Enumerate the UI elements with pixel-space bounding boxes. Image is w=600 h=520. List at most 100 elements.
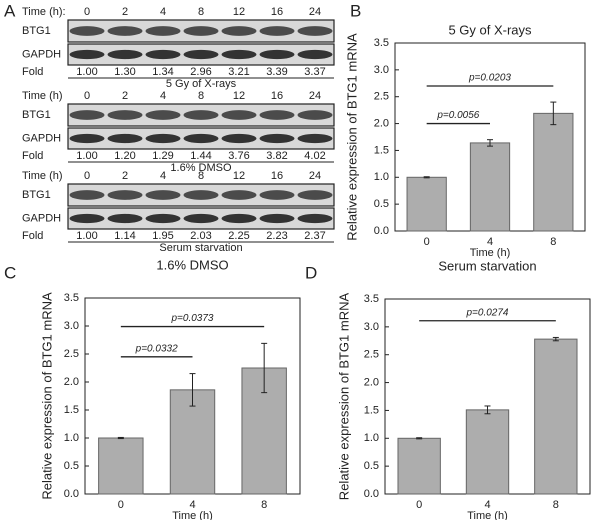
time-tick: 2 [122, 170, 128, 182]
row-label: BTG1 [22, 189, 51, 201]
fold-value: 1.34 [152, 66, 173, 78]
y-tick-label: 2.0 [374, 117, 389, 129]
y-tick-label: 2.0 [64, 376, 79, 388]
fold-value: 1.44 [190, 150, 211, 162]
fold-value: 2.96 [190, 66, 211, 78]
error-bar [552, 336, 559, 342]
band [297, 49, 333, 60]
fold-value: 2.25 [228, 230, 249, 242]
bar [534, 338, 578, 495]
time-tick: 12 [233, 6, 245, 18]
band [297, 26, 333, 36]
y-tick-label: 0.0 [364, 488, 379, 500]
bar [98, 437, 144, 495]
band [107, 26, 143, 36]
y-tick-label: 1.5 [64, 404, 79, 416]
time-tick: 16 [271, 170, 283, 182]
fold-value: 1.30 [114, 66, 135, 78]
fold-value: 4.02 [304, 150, 325, 162]
time-tick: 24 [309, 170, 321, 182]
fold-value: 2.03 [190, 230, 211, 242]
x-tick-label: 0 [118, 499, 124, 511]
band [221, 190, 257, 200]
p-value: p=0.0203 [468, 73, 511, 84]
y-tick-label: 2.5 [364, 349, 379, 361]
band [259, 133, 295, 144]
time-tick: 16 [271, 6, 283, 18]
fold-value: 2.37 [304, 230, 325, 242]
error-bar [484, 405, 491, 415]
band [221, 49, 257, 60]
error-bar [423, 176, 430, 179]
band [183, 213, 219, 224]
y-axis-label: Relative expression of BTG1 mRNA [344, 33, 359, 241]
bar [465, 409, 510, 495]
row-label: GAPDH [22, 132, 61, 144]
caption: 5 Gy of X-rays [166, 78, 237, 90]
panel-letter: D [305, 263, 317, 282]
band [107, 190, 143, 200]
fold-value: 3.39 [266, 66, 287, 78]
band [145, 190, 181, 200]
band [107, 49, 143, 60]
caption: 1.6% DMSO [170, 162, 232, 174]
time-tick: 0 [84, 90, 90, 102]
band [221, 133, 257, 144]
band [69, 133, 105, 144]
time-tick: 16 [271, 90, 283, 102]
band [145, 133, 181, 144]
row-label: BTG1 [22, 109, 51, 121]
band [297, 190, 333, 200]
y-tick-label: 1.0 [364, 432, 379, 444]
bar [533, 112, 574, 232]
p-value: p=0.0332 [135, 343, 178, 354]
y-tick-label: 0.0 [64, 488, 79, 500]
time-tick: 8 [198, 6, 204, 18]
fold-value: 3.82 [266, 150, 287, 162]
panel-letter: C [4, 263, 16, 282]
y-axis-label: Relative expression of BTG1 mRNA [39, 292, 54, 500]
x-tick-label: 4 [484, 499, 490, 511]
y-tick-label: 0.5 [364, 460, 379, 472]
time-tick: 0 [84, 6, 90, 18]
y-axis-label: Relative expression of BTG1 mRNA [336, 292, 351, 500]
band [183, 26, 219, 36]
band [183, 110, 219, 120]
y-tick-label: 1.5 [364, 404, 379, 416]
fold-value: 3.21 [228, 66, 249, 78]
x-axis-label: Time (h) [172, 510, 213, 520]
error-bar [550, 101, 557, 126]
band [259, 190, 295, 200]
band [69, 49, 105, 60]
y-tick-label: 2.5 [374, 91, 389, 103]
bar [406, 176, 447, 232]
band [221, 26, 257, 36]
error-bar [261, 342, 268, 394]
fold-value: 1.00 [76, 150, 97, 162]
y-tick-label: 1.0 [64, 432, 79, 444]
band [145, 49, 181, 60]
band [183, 49, 219, 60]
fold-value: 1.29 [152, 150, 173, 162]
y-tick-label: 3.5 [64, 292, 79, 304]
x-tick-label: 0 [416, 499, 422, 511]
y-tick-label: 3.0 [64, 320, 79, 332]
time-tick: 8 [198, 170, 204, 182]
time-tick: 12 [233, 90, 245, 102]
x-tick-label: 8 [550, 236, 556, 248]
time-tick: 4 [160, 170, 166, 182]
fold-value: 3.76 [228, 150, 249, 162]
band [107, 110, 143, 120]
band [221, 110, 257, 120]
time-tick: 2 [122, 6, 128, 18]
fold-value: 1.95 [152, 230, 173, 242]
bar [169, 389, 216, 495]
y-tick-label: 1.5 [374, 144, 389, 156]
y-tick-label: 3.0 [374, 64, 389, 76]
band [259, 110, 295, 120]
fold-value: 2.23 [266, 230, 287, 242]
band [145, 26, 181, 36]
time-tick: 12 [233, 170, 245, 182]
x-tick-label: 4 [487, 236, 493, 248]
